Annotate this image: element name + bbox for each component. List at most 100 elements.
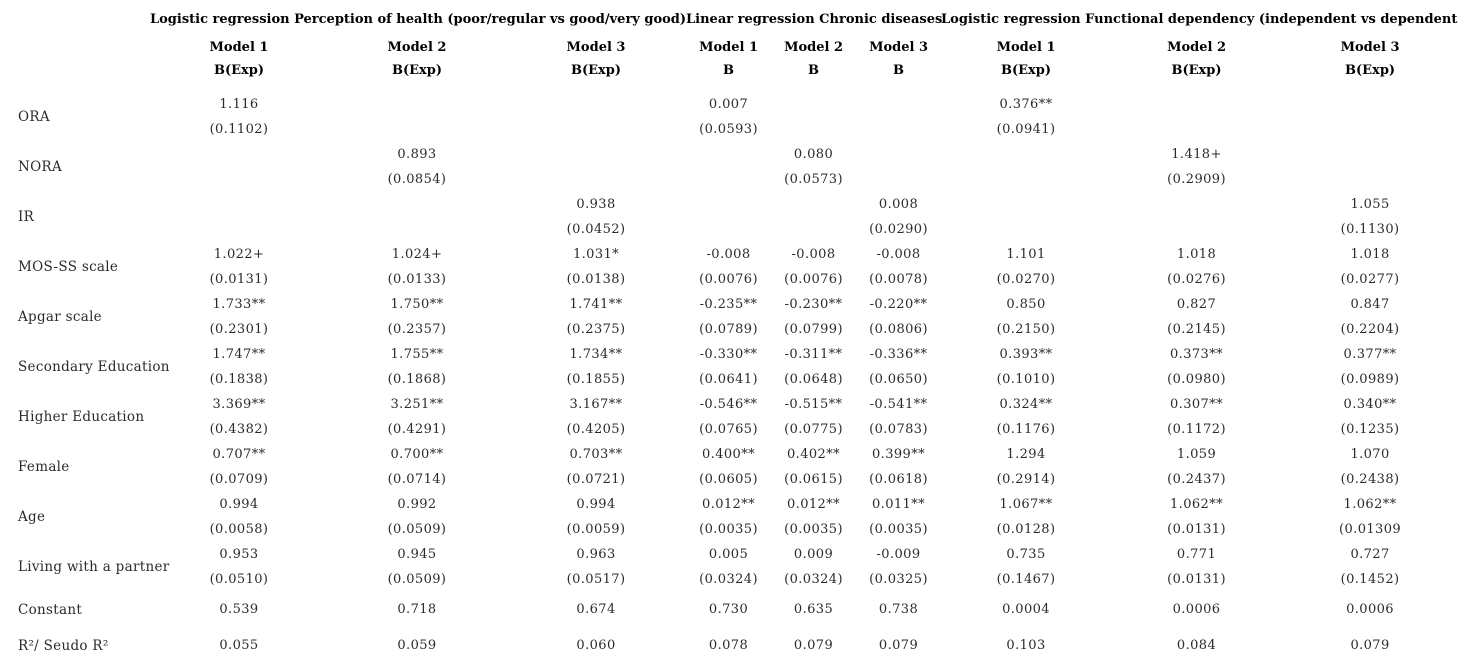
value-cell: 0.700** (0.0714) xyxy=(328,442,506,492)
standard-error: (0.0324) xyxy=(784,572,843,587)
coefficient-value: 0.992 xyxy=(397,497,437,512)
value-cell: 0.012** (0.0035) xyxy=(686,492,771,542)
standard-error: (0.0128) xyxy=(996,522,1056,537)
standard-error: (0.0076) xyxy=(784,272,843,287)
coefficient-value: -0.311** xyxy=(784,347,843,362)
standard-error: (0.0133) xyxy=(387,272,447,287)
coefficient-value: 3.369** xyxy=(212,397,266,412)
row-label: Constant xyxy=(18,602,83,618)
coefficient-value: 0.539 xyxy=(219,602,259,617)
coefficient-value: 1.418+ xyxy=(1171,147,1222,162)
standard-error: (0.1176) xyxy=(996,422,1056,437)
row-label: Secondary Education xyxy=(18,359,170,375)
coefficient-value: 0.012** xyxy=(702,497,756,512)
coefficient-value: 1.734** xyxy=(569,347,623,362)
value-cell: 0.080 (0.0573) xyxy=(771,142,856,192)
coefficient-value: 0.674 xyxy=(576,602,616,617)
value-cell: 0.340** (0.1235) xyxy=(1282,392,1458,442)
standard-error: (0.0799) xyxy=(784,322,843,337)
coefficient-value: -0.235** xyxy=(699,297,758,312)
value-cell: 0.060 xyxy=(506,628,686,664)
coefficient-value: 0.079 xyxy=(793,638,834,653)
value-cell: 0.005 (0.0324) xyxy=(686,542,771,592)
value-cell: 1.018 (0.0277) xyxy=(1282,242,1458,292)
value-cell: 0.674 xyxy=(506,592,686,628)
value-cell: 0.059 xyxy=(328,628,506,664)
coefficient-value: 1.733** xyxy=(212,297,266,312)
table-body: ORA 1.116 (0.1102) 0.007 (0.0593) 0.376** (0.0… xyxy=(0,92,1458,664)
coefficient-value: 0.324** xyxy=(999,397,1053,412)
coefficient-value: 0.727 xyxy=(1350,547,1390,562)
standard-error: (0.0276) xyxy=(1167,272,1226,287)
standard-error xyxy=(1111,217,1282,242)
value-cell: 1.116 (0.1102) xyxy=(150,92,328,142)
standard-error: (0.0510) xyxy=(209,572,269,587)
coefficient-value: 1.755** xyxy=(390,347,444,362)
value-cell xyxy=(506,92,686,142)
standard-error: (0.0615) xyxy=(784,472,843,487)
coefficient-value: 0.994 xyxy=(219,497,259,512)
value-cell: 0.735 (0.1467) xyxy=(941,542,1111,592)
coefficient-value: 0.373** xyxy=(1170,347,1224,362)
table-row: Female 0.707** (0.0709) 0.700** (0.0714) 0.70… xyxy=(0,442,1458,492)
standard-error: (0.0131) xyxy=(1167,572,1226,587)
standard-error xyxy=(150,167,328,192)
standard-error: (0.01309 xyxy=(1339,522,1402,537)
standard-error: (0.0854) xyxy=(387,172,447,187)
value-cell: 0.703** (0.0721) xyxy=(506,442,686,492)
coefficient-value: 0.700** xyxy=(390,447,444,462)
coefficient-value: -0.336** xyxy=(869,347,928,362)
standard-error: (0.2301) xyxy=(209,322,269,337)
coefficient-value xyxy=(686,192,771,217)
standard-error: (0.0714) xyxy=(387,472,447,487)
model-header: Model 1 xyxy=(996,39,1056,55)
value-cell: 0.055 xyxy=(150,628,328,664)
value-cell: -0.330** (0.0641) xyxy=(686,342,771,392)
value-cell: 0.324** (0.1176) xyxy=(941,392,1111,442)
value-cell: -0.546** (0.0765) xyxy=(686,392,771,442)
table-row: ORA 1.116 (0.1102) 0.007 (0.0593) 0.376** (0.0… xyxy=(0,92,1458,142)
standard-error: (0.4291) xyxy=(387,422,447,437)
model-header: Model 2 xyxy=(1167,39,1226,55)
value-cell: 0.893 (0.0854) xyxy=(328,142,506,192)
coefficient-value: 0.730 xyxy=(708,602,749,617)
standard-error: (0.0270) xyxy=(996,272,1056,287)
group-header-row: Logistic regression Perception of health… xyxy=(0,0,1458,34)
model-header: Model 3 xyxy=(1340,39,1400,55)
coefficient-value: 0.009 xyxy=(793,547,834,562)
coefficient-value xyxy=(506,142,686,167)
standard-error: (0.0650) xyxy=(869,372,928,387)
standard-error xyxy=(941,217,1111,242)
value-cell: 0.953 (0.0510) xyxy=(150,542,328,592)
standard-error: (0.0721) xyxy=(566,472,626,487)
coefficient-value xyxy=(506,92,686,117)
corner-cell xyxy=(0,0,150,34)
coefficient-value xyxy=(856,92,941,117)
model-header: Model 3 xyxy=(869,39,928,55)
value-cell: -0.220** (0.0806) xyxy=(856,292,941,342)
value-cell: 1.755** (0.1868) xyxy=(328,342,506,392)
coefficient-value: -0.008 xyxy=(706,247,751,262)
coefficient-value: 0.718 xyxy=(397,602,437,617)
value-cell: -0.230** (0.0799) xyxy=(771,292,856,342)
value-cell: -0.541** (0.0783) xyxy=(856,392,941,442)
table-row: Secondary Education 1.747** (0.1838) 1.755*… xyxy=(0,342,1458,392)
coefficient-value: 0.055 xyxy=(219,638,259,653)
value-cell: 0.402** (0.0615) xyxy=(771,442,856,492)
standard-error: (0.1452) xyxy=(1340,572,1400,587)
standard-error: (0.0709) xyxy=(209,472,269,487)
standard-error: (0.0641) xyxy=(699,372,758,387)
value-cell xyxy=(941,192,1111,242)
row-label: Age xyxy=(18,509,46,525)
coefficient-value: 0.0006 xyxy=(1172,602,1221,617)
value-cell: -0.235** (0.0789) xyxy=(686,292,771,342)
value-cell: 0.078 xyxy=(686,628,771,664)
value-cell: 0.992 (0.0509) xyxy=(328,492,506,542)
standard-error: (0.0806) xyxy=(869,322,928,337)
standard-error: (0.0324) xyxy=(699,572,758,587)
value-cell: 1.059 (0.2437) xyxy=(1111,442,1282,492)
value-cell: 0.0006 xyxy=(1111,592,1282,628)
value-cell: 0.377** (0.0989) xyxy=(1282,342,1458,392)
standard-error xyxy=(328,217,506,242)
